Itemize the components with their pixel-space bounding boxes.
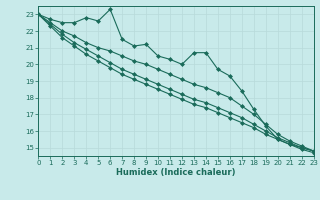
X-axis label: Humidex (Indice chaleur): Humidex (Indice chaleur) [116,168,236,177]
